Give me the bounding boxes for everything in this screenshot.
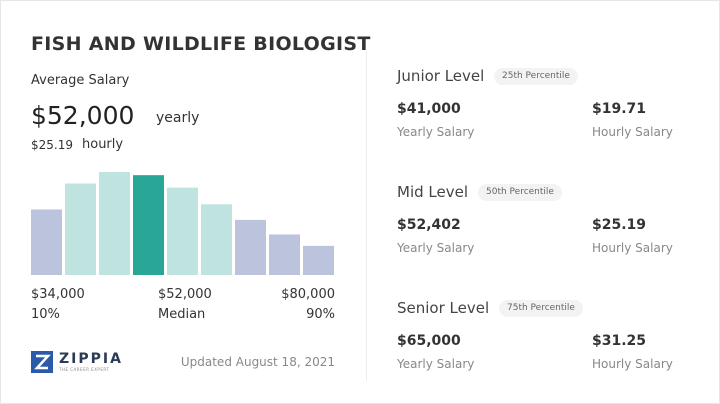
marker-salary: $52,000 xyxy=(158,287,212,302)
yearly-unit: yearly xyxy=(156,110,200,126)
yearly-label: Yearly Salary xyxy=(397,125,475,139)
yearly-label: Yearly Salary xyxy=(397,241,475,255)
histogram-bar xyxy=(65,183,96,275)
yearly-salary: $65,000 xyxy=(397,333,461,349)
histogram-bar xyxy=(133,175,164,275)
level-name: Senior Level xyxy=(397,299,490,317)
marker-salary: $80,000 xyxy=(281,287,335,302)
histogram-bar xyxy=(99,172,130,275)
hourly-salary: $31.25 xyxy=(592,333,647,349)
histogram-bar xyxy=(235,219,266,275)
marker-label: Median xyxy=(158,307,206,322)
logo-tagline: THE CAREER EXPERT xyxy=(59,367,110,372)
histogram-bar xyxy=(303,245,334,275)
hourly-label: Hourly Salary xyxy=(592,125,673,139)
hourly-salary: $25.19 xyxy=(592,217,647,233)
histogram-bar xyxy=(269,234,300,275)
average-yearly: $52,000 xyxy=(31,101,135,130)
marker-salary: $34,000 xyxy=(31,287,85,302)
updated: Updated August 18, 2021 xyxy=(180,355,335,369)
divider xyxy=(366,51,367,381)
histogram xyxy=(31,172,334,275)
yearly-salary: $41,000 xyxy=(397,101,461,117)
percentile-badge: 75th Percentile xyxy=(499,300,583,317)
average-label: Average Salary xyxy=(31,73,130,88)
histogram-bar xyxy=(31,209,62,275)
hourly-label: Hourly Salary xyxy=(592,241,673,255)
logo-icon xyxy=(31,351,53,373)
histogram-bar xyxy=(167,187,198,275)
marker-label: 10% xyxy=(31,307,60,322)
level-name: Mid Level xyxy=(397,183,468,201)
yearly-salary: $52,402 xyxy=(397,217,461,233)
hourly-unit: hourly xyxy=(82,137,124,152)
hourly-label: Hourly Salary xyxy=(592,357,673,371)
marker-label: 90% xyxy=(306,307,335,322)
average-hourly: $25.19 xyxy=(31,138,73,152)
yearly-label: Yearly Salary xyxy=(397,357,475,371)
percentile-badge: 50th Percentile xyxy=(478,184,562,201)
percentile-badge: 25th Percentile xyxy=(494,68,578,85)
logo-name: ZIPPIA xyxy=(59,351,123,367)
histogram-bar xyxy=(201,204,232,275)
level-name: Junior Level xyxy=(397,67,485,85)
hourly-salary: $19.71 xyxy=(592,101,647,117)
title: FISH AND WILDLIFE BIOLOGIST xyxy=(31,33,371,55)
